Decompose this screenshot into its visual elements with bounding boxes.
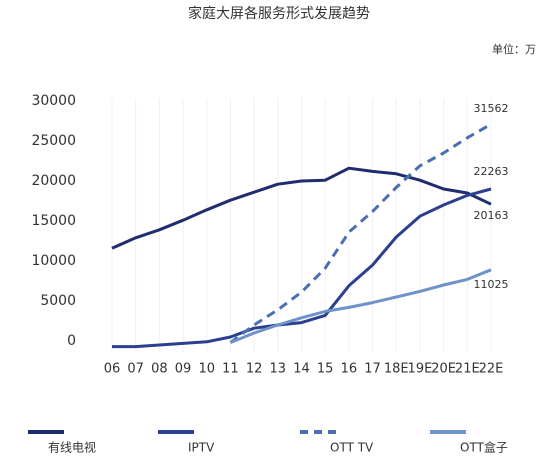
y-tick-label: 15000 (31, 213, 76, 229)
end-label: 31562 (474, 102, 509, 115)
end-label: 11025 (474, 278, 509, 291)
x-tick-label: 15 (317, 362, 334, 377)
x-tick-label: 06 (104, 362, 121, 377)
y-tick-label: 10000 (31, 253, 76, 269)
x-tick-label: 09 (175, 362, 192, 377)
legend-label: 有线电视 (48, 440, 96, 455)
x-tick-label: 21E (455, 362, 480, 377)
y-tick-label: 5000 (40, 293, 76, 309)
x-tick-label: 12 (246, 362, 263, 377)
y-tick-label: 25000 (31, 133, 76, 149)
series-line (229, 122, 492, 344)
x-tick-label: 16 (341, 362, 358, 377)
legend-label: OTT盒子 (460, 440, 508, 455)
y-tick-label: 0 (67, 333, 76, 349)
x-tick-label: 19E (408, 362, 433, 377)
y-tick-label: 20000 (31, 173, 76, 189)
y-tick-label: 30000 (31, 93, 76, 109)
x-tick-label: 07 (127, 362, 144, 377)
x-tick-label: 10 (198, 362, 215, 377)
x-tick-label: 22E (479, 362, 504, 377)
series-line (112, 187, 492, 349)
chart-title: 家庭大屏各服务形式发展趋势 (188, 5, 370, 22)
x-tick-label: 14 (293, 362, 310, 377)
x-tick-label: 17 (364, 362, 381, 377)
series-line (111, 166, 492, 250)
x-tick-label: 11 (222, 362, 239, 377)
x-tick-label: 08 (151, 362, 168, 377)
legend-label: OTT TV (330, 441, 374, 455)
end-label: 20163 (474, 209, 509, 222)
unit-label: 单位：万 (492, 42, 536, 56)
x-tick-label: 20E (431, 362, 456, 377)
end-label: 22263 (474, 165, 509, 178)
x-tick-label: 18E (384, 362, 409, 377)
x-tick-label: 13 (270, 362, 287, 377)
series-line (229, 268, 492, 344)
legend-label: IPTV (188, 441, 215, 455)
